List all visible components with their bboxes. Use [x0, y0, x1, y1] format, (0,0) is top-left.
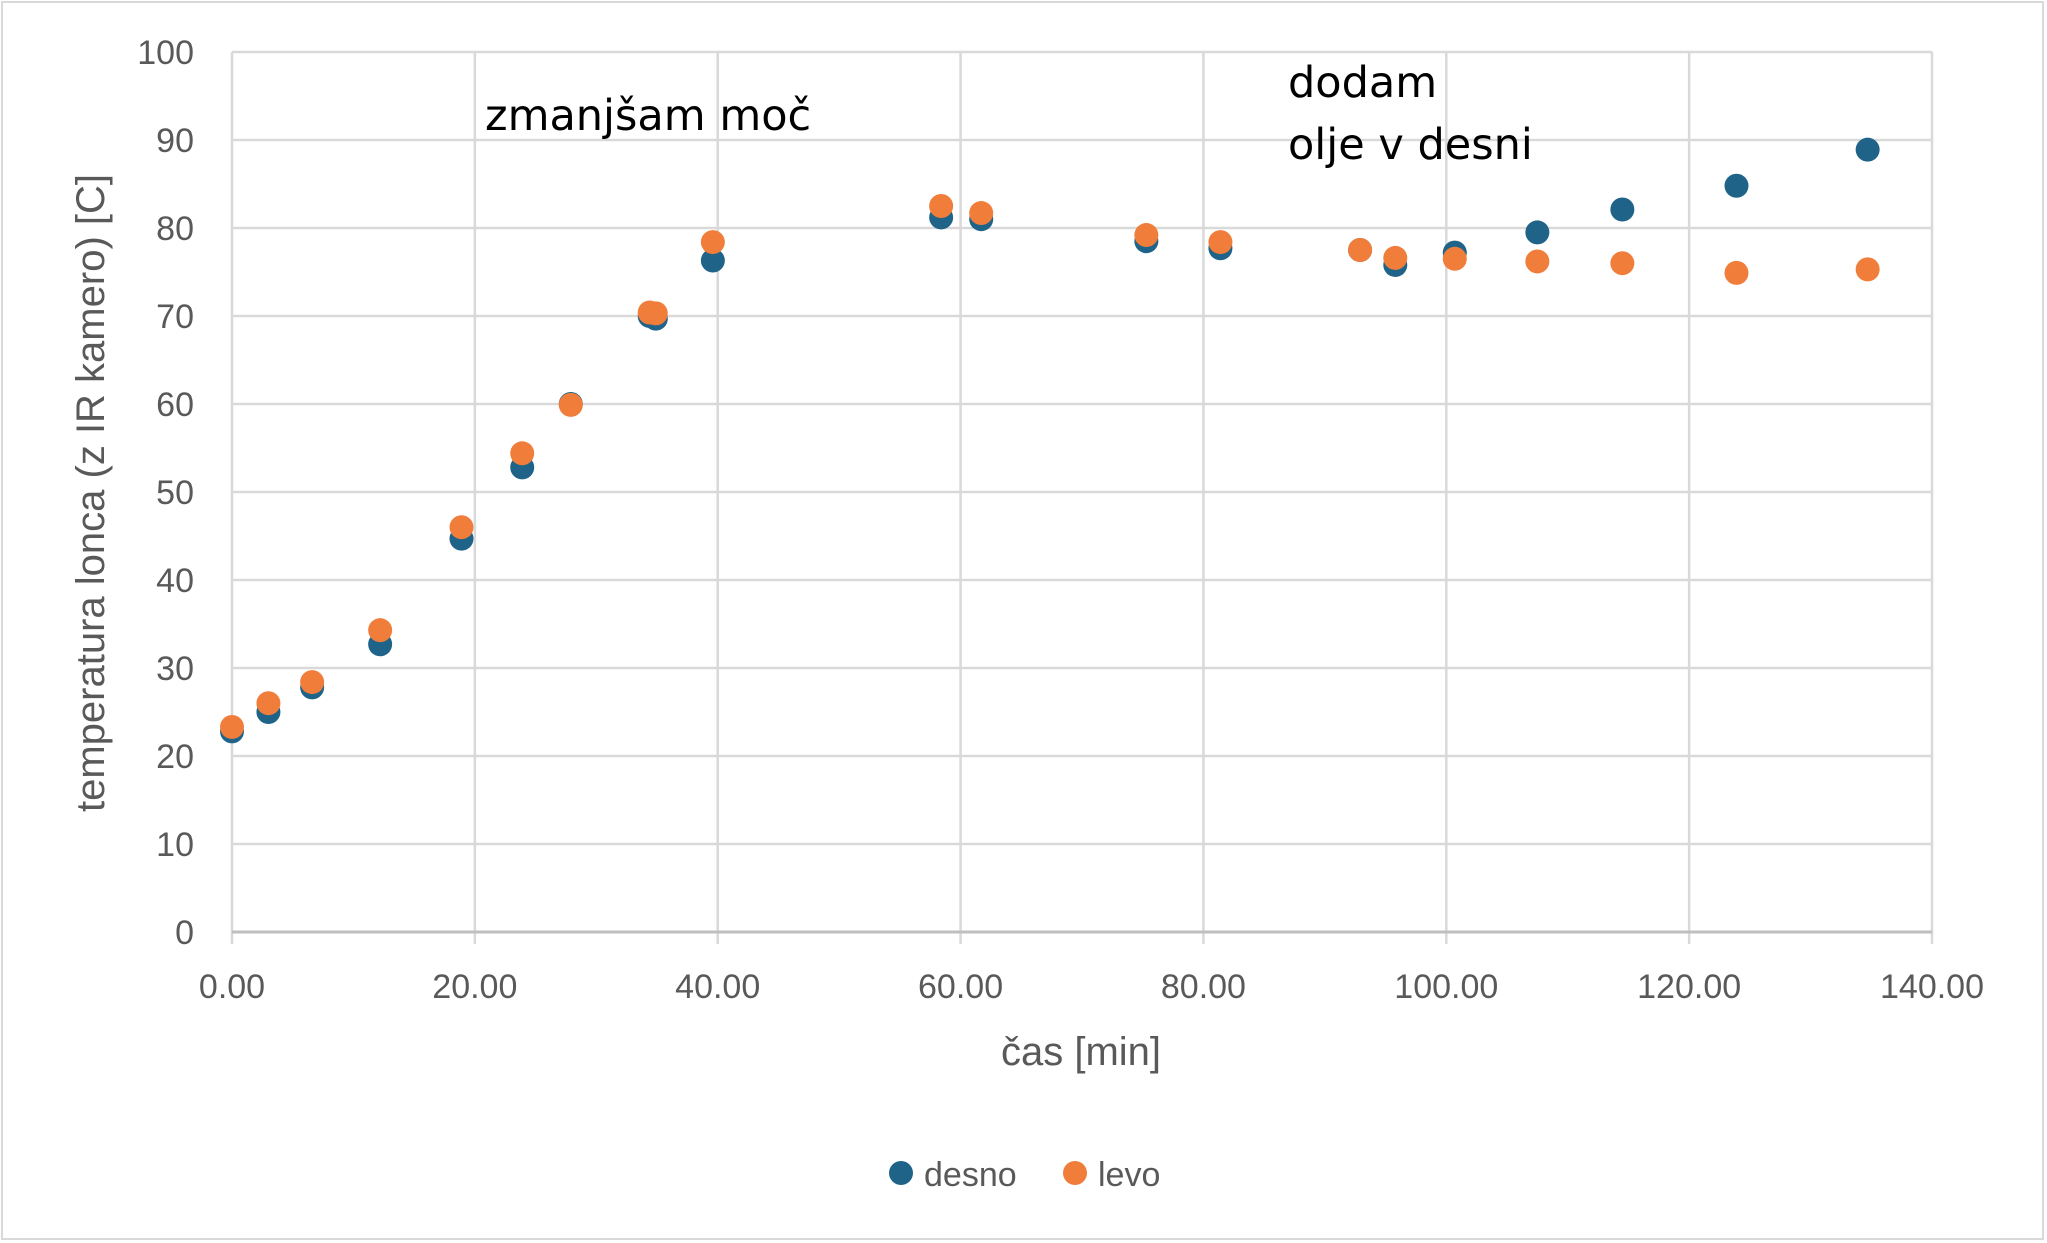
data-point-levo — [1208, 230, 1233, 255]
legend: desno levo — [889, 1156, 1160, 1194]
x-tick-label: 120.00 — [1637, 968, 1741, 1006]
legend-marker-desno — [889, 1161, 913, 1185]
x-axis-title: čas [min] — [1001, 1030, 1161, 1074]
y-tick-label: 30 — [156, 650, 194, 688]
data-point-levo — [558, 392, 583, 417]
x-tick-label: 40.00 — [675, 968, 760, 1006]
legend-marker-levo — [1063, 1161, 1087, 1185]
data-point-levo — [1134, 223, 1159, 248]
data-point-levo — [1348, 238, 1373, 262]
data-point-levo — [1610, 251, 1635, 276]
data-point-desno — [1724, 173, 1749, 198]
data-point-levo — [368, 618, 393, 643]
data-point-levo — [643, 301, 668, 326]
x-tick-label: 60.00 — [918, 968, 1003, 1006]
x-tick-label: 20.00 — [432, 968, 517, 1006]
data-point-levo — [1383, 245, 1408, 270]
data-point-desno — [700, 248, 725, 273]
y-tick-label: 90 — [156, 122, 194, 160]
legend-label-levo: levo — [1098, 1156, 1160, 1194]
y-tick-label: 70 — [156, 298, 194, 336]
data-point-levo — [1442, 246, 1467, 271]
y-tick-label: 40 — [156, 562, 194, 600]
y-tick-label: 80 — [156, 210, 194, 248]
data-points — [220, 137, 1880, 744]
data-point-desno — [1525, 220, 1550, 245]
x-tick-label: 140.00 — [1880, 968, 1984, 1006]
data-point-levo — [1855, 257, 1880, 282]
data-point-levo — [929, 194, 954, 218]
data-point-levo — [1724, 260, 1749, 285]
legend-label-desno: desno — [924, 1156, 1017, 1194]
data-point-levo — [1525, 249, 1550, 274]
data-point-levo — [449, 515, 474, 540]
y-tick-label: 20 — [156, 738, 194, 776]
gridlines — [230, 50, 1934, 944]
y-axis-title: temperatura lonca (z IR kamero) [C] — [69, 174, 113, 812]
data-point-levo — [510, 441, 535, 466]
data-point-levo — [700, 230, 725, 255]
y-tick-label: 50 — [156, 474, 194, 512]
annotation-dodam-line2: olje v desni — [1288, 120, 1533, 170]
data-point-levo — [256, 691, 281, 716]
y-tick-label: 10 — [156, 826, 194, 864]
data-point-levo — [300, 670, 325, 695]
y-tick-label: 100 — [137, 34, 194, 72]
y-tick-label: 60 — [156, 386, 194, 424]
tick-labels: 0 10 20 30 40 50 60 70 80 90 100 0.00 20.00 40.00 60.0… — [137, 34, 1984, 1006]
x-tick-label: 80.00 — [1161, 968, 1246, 1006]
annotation-dodam-line1: dodam — [1288, 58, 1437, 108]
data-point-desno — [1855, 137, 1880, 162]
data-point-desno — [1610, 197, 1635, 222]
data-point-levo — [969, 201, 994, 226]
y-tick-label: 0 — [175, 914, 194, 952]
x-tick-label: 100.00 — [1394, 968, 1498, 1006]
x-tick-label: 0.00 — [199, 968, 265, 1006]
annotation-zmanjsam: zmanjšam moč — [485, 91, 811, 141]
data-point-levo — [220, 714, 244, 739]
